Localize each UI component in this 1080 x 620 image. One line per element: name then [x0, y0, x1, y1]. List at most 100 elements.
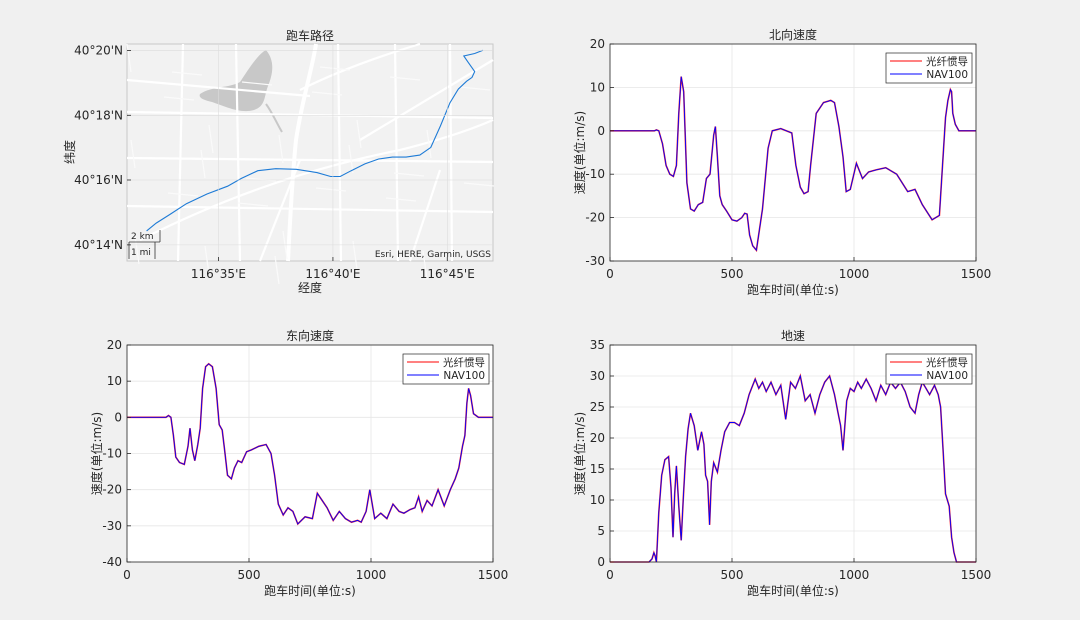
map-street [130, 139, 136, 169]
map-road [234, 43, 242, 262]
map-ytick-label: 40°20'N [74, 44, 123, 58]
ytick-label: 20 [107, 338, 122, 352]
axes-box [609, 43, 977, 262]
series-line-nav100 [610, 374, 976, 563]
map-street [208, 124, 214, 154]
lake-outlet [265, 103, 283, 133]
xtick-label: 1500 [961, 568, 992, 582]
map-ytick-label: 40°16'N [74, 173, 123, 187]
map-street [237, 202, 269, 207]
map-street [278, 134, 284, 164]
xtick-label: 500 [721, 568, 744, 582]
ytick-label: 15 [590, 462, 605, 476]
xtick-label: 500 [721, 267, 744, 281]
map-road [448, 43, 454, 262]
legend-label: NAV100 [926, 69, 968, 81]
ytick-label: -30 [102, 519, 122, 533]
map-xlabel: 经度 [298, 280, 322, 295]
east-velocity-panel: 0 500 1000 1500 -40 -30 -20 -10 0 10 20 东向速度跑车时间(单位… [89, 328, 508, 598]
map-street [319, 66, 351, 71]
ytick-label: 30 [590, 369, 605, 383]
y-axis-label: 速度(单位:m/s) [572, 412, 587, 495]
map-street [459, 86, 491, 91]
xtick-label: 1000 [839, 267, 870, 281]
ytick-label: 35 [590, 338, 605, 352]
north-velocity-panel: 0 500 1000 1500 -30 -20 -10 0 10 20 北向速度跑车时间(单位:s)… [572, 27, 991, 297]
chart-title: 东向速度 [286, 328, 334, 343]
map-street [348, 144, 354, 174]
basemap [126, 42, 495, 285]
ytick-label: -20 [585, 211, 605, 225]
chart-title: 地速 [781, 329, 805, 343]
map-title: 跑车路径 [286, 28, 334, 43]
ytick-label: 10 [590, 493, 605, 507]
ytick-label: 25 [590, 400, 605, 414]
map-street [204, 245, 210, 275]
map-road [258, 159, 302, 262]
ytick-label: -30 [585, 254, 605, 268]
map-street [126, 43, 132, 73]
legend-label: 光纤惯导 [926, 55, 968, 68]
map-road [359, 59, 494, 141]
legend-label: 光纤惯导 [926, 356, 968, 369]
ytick-label: -20 [102, 483, 122, 497]
xtick-label: 500 [238, 568, 261, 582]
map-street [167, 192, 199, 197]
ytick-label: -10 [585, 167, 605, 181]
ytick-label: -40 [102, 555, 122, 569]
map-road [299, 42, 421, 91]
map-road [176, 43, 185, 262]
ytick-label: 10 [107, 374, 122, 388]
xtick-label: 0 [123, 568, 131, 582]
map-road [336, 43, 343, 262]
ytick-label: 20 [590, 431, 605, 445]
map-street [385, 197, 417, 202]
y-axis-label: 速度(单位:m/s) [89, 412, 104, 495]
map-ytick-label: 40°18'N [74, 108, 123, 122]
map-attribution: Esri, HERE, Garmin, USGS [375, 250, 491, 260]
scale-bar-mi-label: 1 mi [131, 248, 151, 258]
legend-box [885, 353, 973, 385]
x-axis-label: 跑车时间(单位:s) [264, 583, 356, 598]
map-street [241, 81, 273, 86]
map-street [245, 177, 277, 182]
xtick-label: 1500 [961, 267, 992, 281]
legend-box [402, 353, 490, 385]
ytick-label: 10 [590, 80, 605, 94]
y-axis-label: 速度(单位:m/s) [572, 111, 587, 194]
x-axis-label: 跑车时间(单位:s) [747, 282, 839, 297]
map-xtick-label: 116°45'E [420, 267, 475, 281]
ytick-label: 20 [590, 37, 605, 51]
series-line-nav100 [610, 76, 976, 252]
map-xtick-label: 116°35'E [191, 267, 246, 281]
map-road [139, 118, 494, 241]
x-axis-label: 跑车时间(单位:s) [747, 583, 839, 598]
map-street [315, 187, 347, 192]
map-ytick-label: 40°14'N [74, 238, 123, 252]
map-street [352, 240, 358, 270]
map-street [163, 96, 195, 101]
legend-label: 光纤惯导 [443, 356, 485, 369]
chart-title: 北向速度 [769, 27, 817, 42]
xtick-label: 1000 [839, 568, 870, 582]
map-street [134, 235, 140, 265]
map-street [171, 71, 203, 76]
map-street [393, 172, 425, 177]
map-road [126, 156, 494, 164]
map-road [126, 204, 494, 214]
map-ylabel: 纬度 [62, 140, 77, 164]
map-street [311, 91, 343, 96]
ytick-label: 0 [597, 124, 605, 138]
legend-label: NAV100 [443, 370, 485, 382]
route-layer [146, 49, 484, 232]
scale-bar: 2 km 1 mi [128, 230, 161, 259]
map-street [422, 250, 428, 280]
map-street [200, 149, 206, 179]
legend-label: NAV100 [926, 370, 968, 382]
map-road [408, 169, 442, 262]
